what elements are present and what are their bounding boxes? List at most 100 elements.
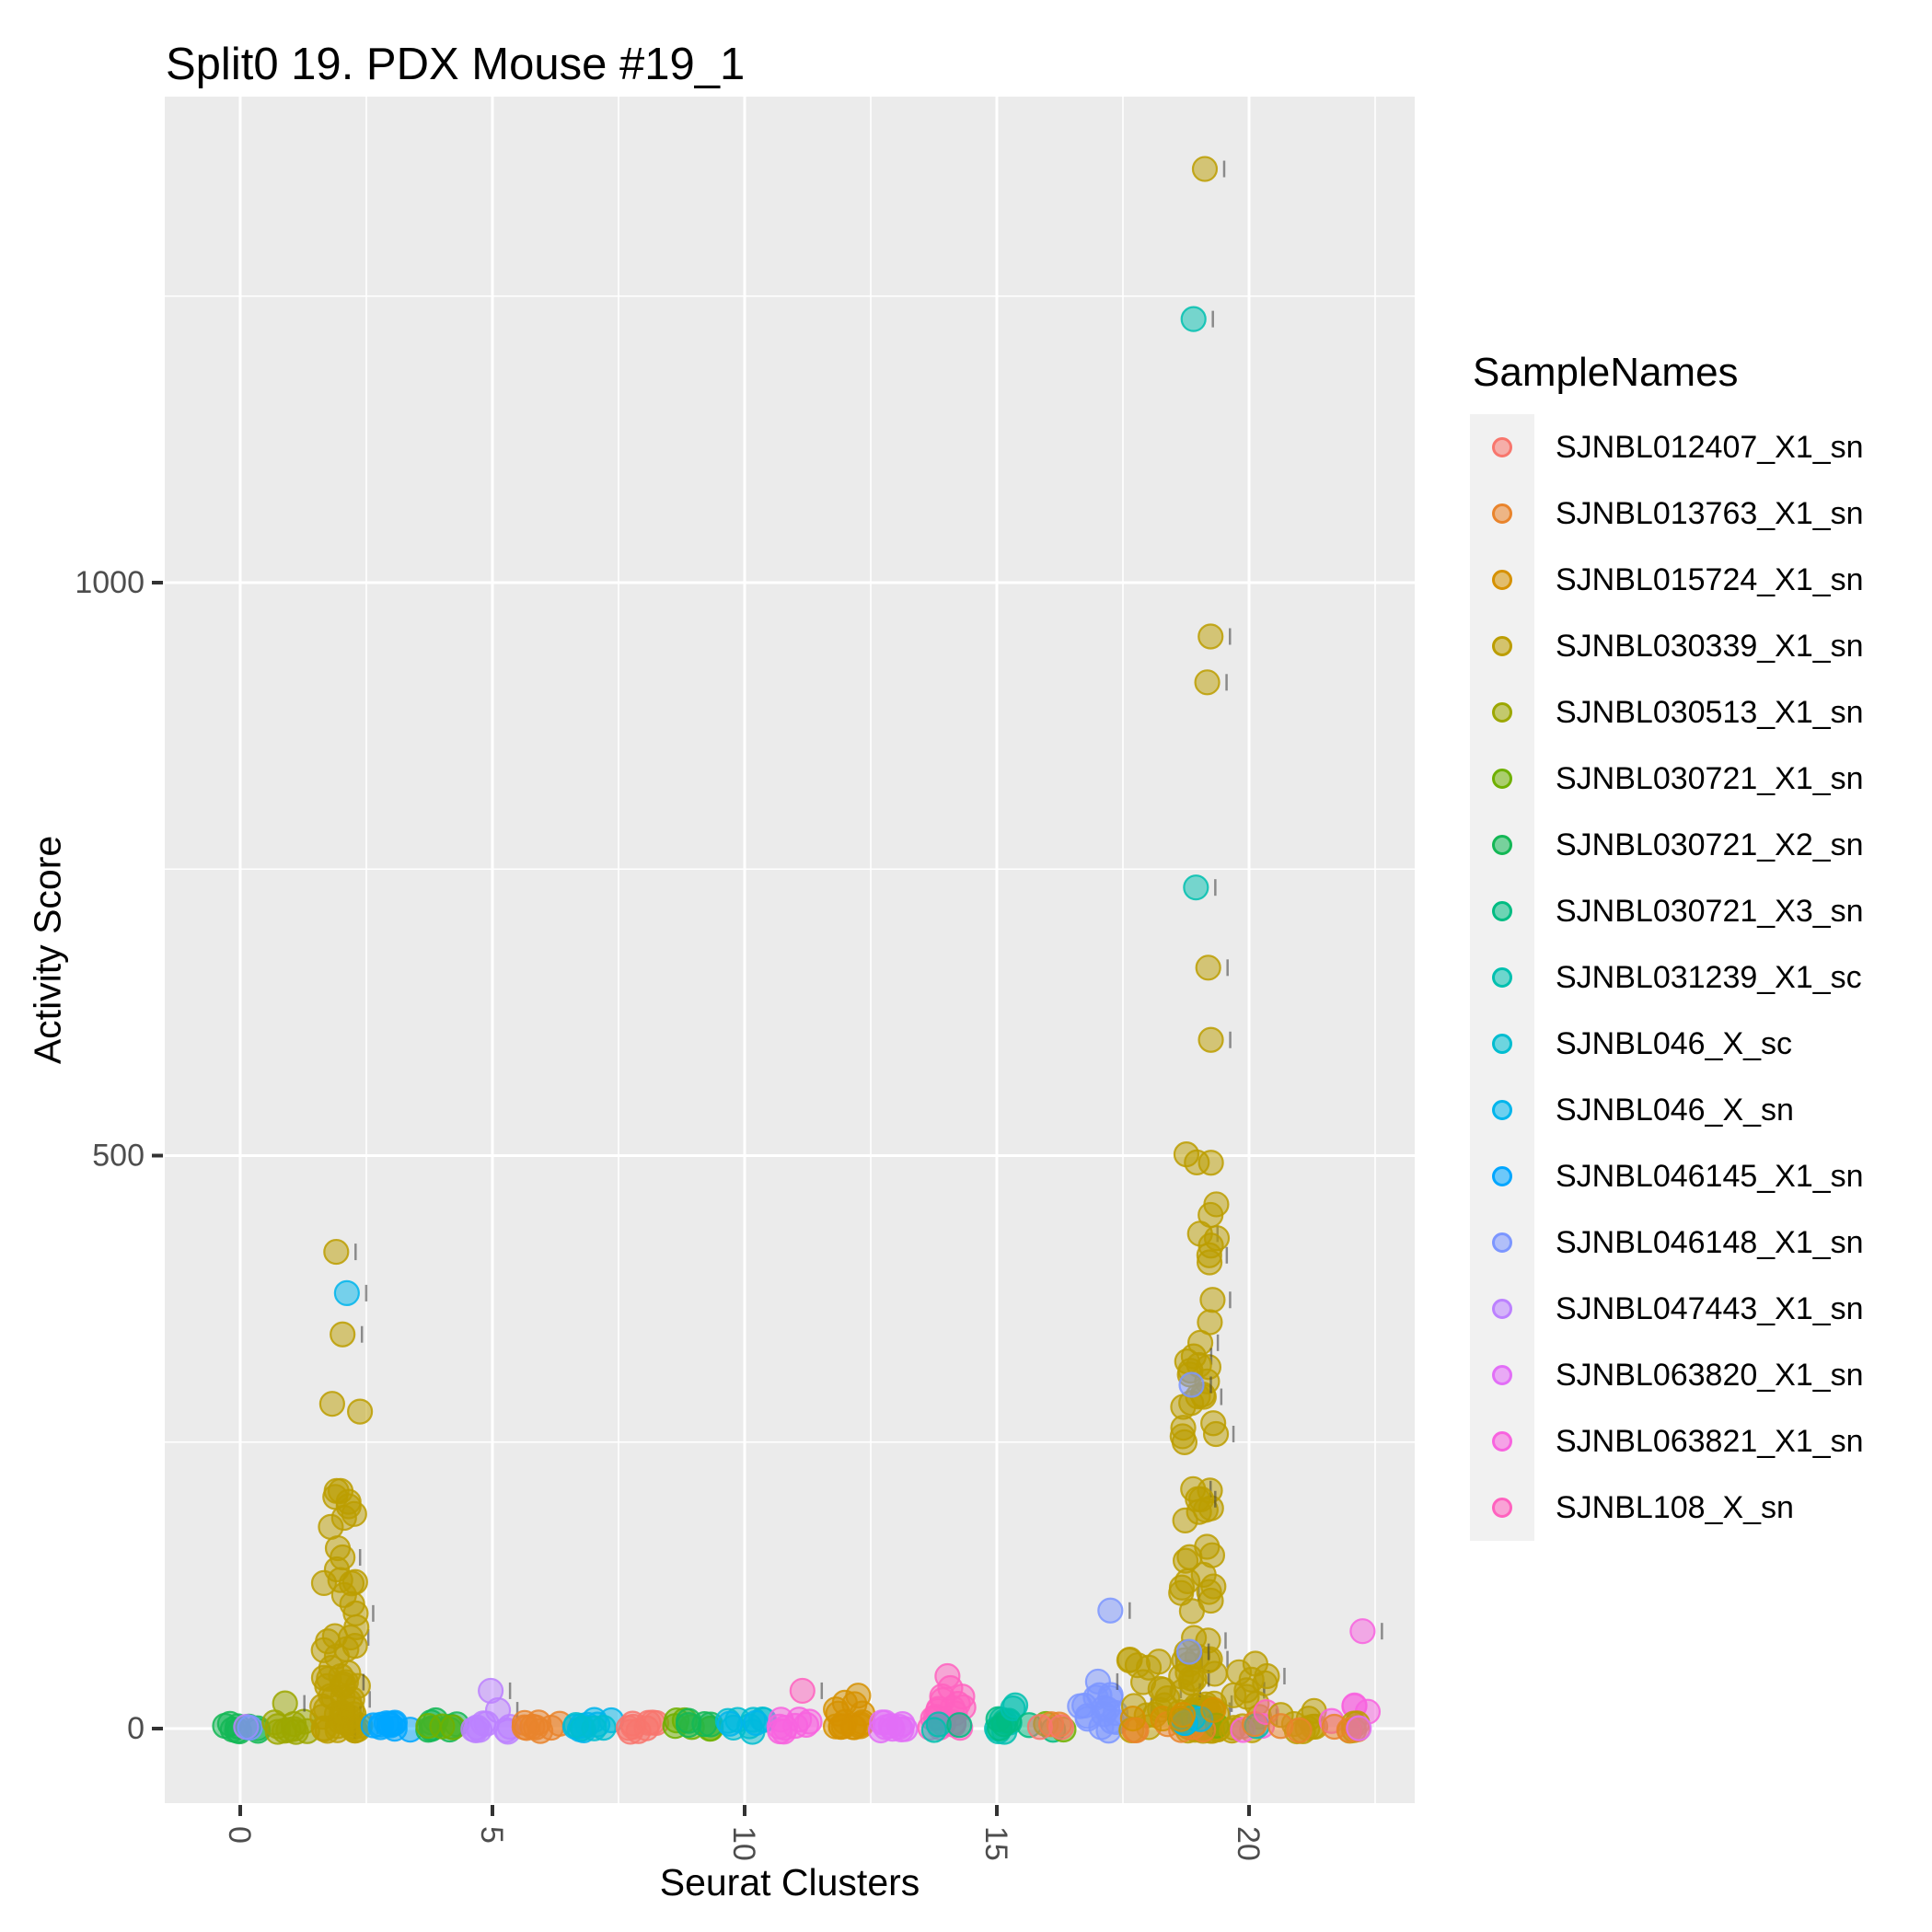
legend-item-label: SJNBL108_X_sn [1556,1489,1794,1525]
data-point [1199,1287,1226,1313]
legend-key [1470,1143,1534,1209]
legend-item: SJNBL063821_X1_sn [1470,1408,1864,1475]
legend-dot-icon [1492,503,1512,524]
data-point [323,1238,350,1266]
legend-dot-icon [1492,636,1512,656]
legend-key [1470,547,1534,613]
data-point [1197,1026,1224,1053]
data-point [1145,1649,1173,1675]
data-point [1196,1242,1222,1268]
data-point [845,1683,872,1709]
data-point [310,1569,338,1597]
data-point [1187,1486,1215,1513]
x-tick-label: 0 [222,1826,257,1844]
legend-item-label: SJNBL012407_X1_sn [1556,429,1864,465]
data-point [330,1321,356,1348]
data-point [1194,1533,1221,1560]
legend-key [1470,1276,1534,1342]
data-point [237,1714,263,1741]
legend-item-label: SJNBL013763_X1_sn [1556,495,1864,531]
legend-item: SJNBL047443_X1_sn [1470,1276,1864,1342]
data-point [789,1677,816,1705]
legend-item-label: SJNBL030721_X1_sn [1556,760,1864,796]
data-point [1197,1150,1224,1176]
data-point [333,1279,360,1307]
data-point [1088,1714,1115,1741]
y-tick-label: 500 [92,1139,145,1174]
plot-title: Split0 19. PDX Mouse #19_1 [166,40,746,89]
legend-item-label: SJNBL047443_X1_sn [1556,1290,1864,1326]
legend-key [1470,746,1534,812]
data-point [743,1709,769,1736]
legend-key [1470,613,1534,679]
data-point [562,1711,589,1739]
legend-key [1470,480,1534,547]
data-point [347,1398,374,1425]
legend-item: SJNBL030721_X1_sn [1470,746,1864,812]
data-point [283,1718,309,1745]
data-point [1349,1618,1376,1645]
legend-item-label: SJNBL030339_X1_sn [1556,628,1864,664]
legend-item: SJNBL030721_X3_sn [1470,878,1864,944]
legend-key [1470,1408,1534,1475]
legend-dot-icon [1492,835,1512,855]
x-tick-label: 5 [474,1826,509,1844]
legend-item: SJNBL015724_X1_sn [1470,547,1864,613]
data-point [1195,954,1221,981]
y-axis-title: Activity Score [26,835,69,1065]
data-point [341,1500,367,1527]
x-tick-label: 10 [726,1826,761,1861]
data-point [946,1712,973,1739]
data-point [1181,1666,1208,1693]
data-point [892,1716,919,1742]
data-point [1175,1638,1203,1665]
data-point [272,1690,298,1717]
data-point [1171,1429,1198,1455]
data-point [771,1714,799,1741]
x-tick-label: 20 [1231,1826,1266,1861]
legend-items: SJNBL012407_X1_sn SJNBL013763_X1_sn SJNBL0… [1470,414,1864,1541]
legend-dot-icon [1492,1232,1512,1253]
data-point [313,1695,340,1722]
legend-item: SJNBL030513_X1_sn [1470,679,1864,746]
legend-key [1470,414,1534,480]
legend-key [1470,679,1534,746]
legend-item: SJNBL063820_X1_sn [1470,1342,1864,1408]
legend-item-label: SJNBL046145_X1_sn [1556,1158,1864,1194]
data-point [1203,1191,1230,1218]
x-axis-title: Seurat Clusters [659,1861,920,1903]
legend-dot-icon [1492,1166,1512,1186]
legend-dot-icon [1492,901,1512,921]
data-point [1097,1597,1124,1624]
legend-key [1470,1475,1534,1541]
legend-dot-icon [1492,1034,1512,1054]
data-point [321,1623,348,1649]
legend-key [1470,1077,1534,1143]
plot-panel [165,97,1415,1803]
legend-dot-icon [1492,570,1512,590]
legend-item-label: SJNBL046_X_sn [1556,1092,1794,1128]
legend-item: SJNBL012407_X1_sn [1470,414,1864,480]
data-point [324,1534,352,1562]
legend-dot-icon [1492,437,1512,457]
legend-dot-icon [1492,1365,1512,1385]
legend-item: SJNBL046148_X1_sn [1470,1209,1864,1276]
legend-dot-icon [1492,702,1512,723]
legend-key [1470,1011,1534,1077]
legend-dot-icon [1492,1100,1512,1120]
data-point [1173,1141,1200,1168]
data-point [1197,1309,1223,1336]
data-point [1178,1371,1205,1398]
legend-item: SJNBL013763_X1_sn [1470,480,1864,547]
data-point [1084,1668,1111,1695]
data-point [1194,669,1221,696]
data-point [1001,1692,1029,1718]
data-point [338,1570,365,1597]
legend-dot-icon [1492,1431,1512,1452]
data-point [619,1710,646,1737]
data-point [381,1709,409,1736]
y-tick-label: 1000 [75,565,145,600]
x-tick-label: 15 [978,1826,1013,1861]
